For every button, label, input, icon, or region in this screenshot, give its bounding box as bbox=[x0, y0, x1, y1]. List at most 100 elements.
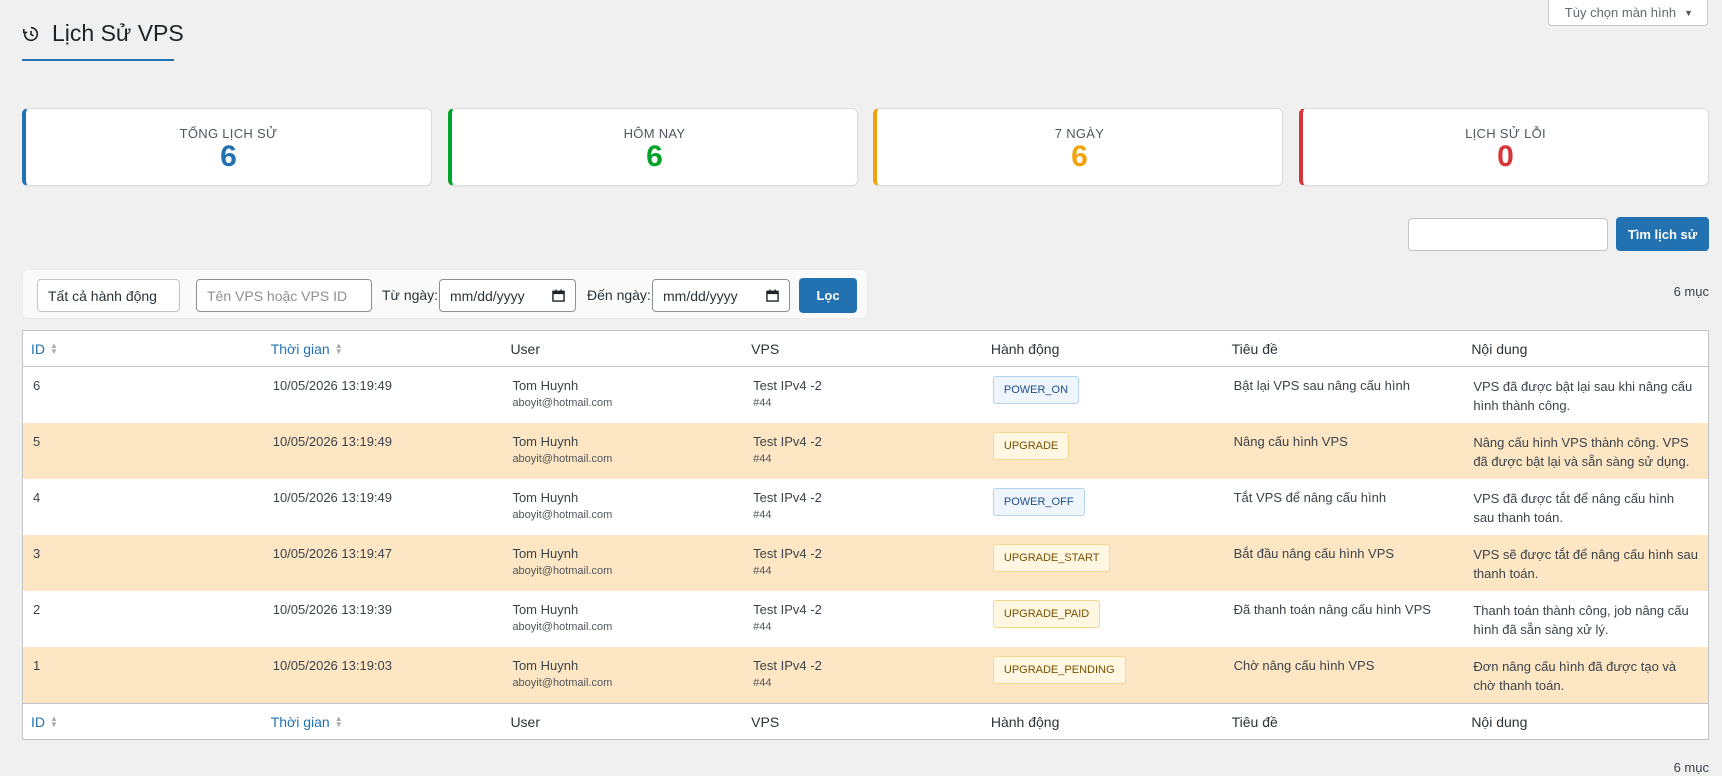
cell-action: UPGRADE_START bbox=[983, 535, 1224, 591]
vps-search-input[interactable]: Tên VPS hoặc VPS ID bbox=[196, 279, 372, 312]
stat-label: TỔNG LỊCH SỬ bbox=[179, 126, 278, 141]
cell-time: 10/05/2026 13:19:39 bbox=[272, 602, 392, 617]
stat-value: 6 bbox=[220, 140, 237, 173]
cell-time: 10/05/2026 13:19:47 bbox=[272, 546, 392, 561]
sort-icon: ▲ ▼ bbox=[334, 713, 343, 729]
user-email: aboyit@hotmail.com bbox=[512, 509, 613, 521]
user-name: Tom Huynh bbox=[512, 658, 579, 673]
cell-action: POWER_ON bbox=[983, 367, 1224, 423]
column-time[interactable]: Thời gian ▲ ▼ bbox=[263, 341, 503, 357]
column-id-label: ID bbox=[31, 340, 45, 357]
cell-time: 10/05/2026 13:19:49 bbox=[272, 490, 392, 505]
history-icon bbox=[22, 24, 40, 44]
cell-vps: Test IPv4 -2 #44 bbox=[743, 479, 983, 535]
cell-time: 10/05/2026 13:19:49 bbox=[272, 378, 392, 393]
action-badge: POWER_ON bbox=[992, 376, 1080, 404]
cell-id: 4 bbox=[33, 490, 41, 505]
user-name: Tom Huynh bbox=[512, 434, 579, 449]
search-history-button[interactable]: Tìm lịch sử bbox=[1616, 217, 1709, 251]
user-email: aboyit@hotmail.com bbox=[512, 453, 613, 465]
from-date-value: mm/dd/yyyy bbox=[450, 287, 525, 304]
stat-label: 7 NGÀY bbox=[1054, 126, 1105, 141]
cell-title: Tắt VPS để nâng cấu hình bbox=[1233, 490, 1387, 505]
table-header: ID ▲ ▼ Thời gian ▲ ▼ User VPS Hành động Tiêu… bbox=[23, 331, 1708, 367]
cell-user: Tom Huynh aboyit@hotmail.com bbox=[502, 591, 743, 647]
cell-user: Tom Huynh aboyit@hotmail.com bbox=[502, 423, 743, 479]
user-name: Tom Huynh bbox=[512, 602, 579, 617]
column-time[interactable]: Thời gian ▲ ▼ bbox=[263, 714, 503, 730]
user-email: aboyit@hotmail.com bbox=[512, 397, 613, 409]
history-table: ID ▲ ▼ Thời gian ▲ ▼ User VPS Hành động Tiêu… bbox=[22, 330, 1709, 740]
calendar-icon[interactable] bbox=[552, 289, 565, 302]
column-time-label: Thời gian bbox=[270, 713, 330, 730]
action-badge: UPGRADE_PENDING bbox=[992, 656, 1126, 684]
cell-vps: Test IPv4 -2 #44 bbox=[743, 367, 983, 423]
from-date-input[interactable]: mm/dd/yyyy bbox=[439, 279, 576, 312]
cell-content: VPS đã được bật lại sau khi nâng cấu hìn… bbox=[1473, 379, 1693, 413]
stat-value: 6 bbox=[646, 140, 663, 173]
cell-id: 6 bbox=[33, 378, 41, 393]
stat-card-7days: 7 NGÀY 6 bbox=[873, 108, 1283, 186]
action-badge: UPGRADE bbox=[992, 432, 1070, 460]
cell-title: Bắt đầu nâng cấu hình VPS bbox=[1233, 546, 1395, 561]
screen-options-label: Tùy chọn màn hình bbox=[1564, 5, 1677, 20]
vps-id: #44 bbox=[753, 677, 772, 689]
caret-down-icon: ▼ bbox=[1684, 7, 1693, 18]
action-badge: POWER_OFF bbox=[992, 488, 1085, 516]
cell-title: Bật lại VPS sau nâng cấu hình bbox=[1233, 378, 1410, 393]
cell-user: Tom Huynh aboyit@hotmail.com bbox=[502, 479, 743, 535]
cell-user: Tom Huynh aboyit@hotmail.com bbox=[502, 647, 743, 703]
stat-label: LỊCH SỬ LỖI bbox=[1465, 126, 1546, 141]
cell-vps: Test IPv4 -2 #44 bbox=[743, 423, 983, 479]
cell-id: 5 bbox=[33, 434, 41, 449]
column-vps: VPS bbox=[751, 713, 780, 730]
stat-value: 6 bbox=[1071, 140, 1088, 173]
table-row: 6 10/05/2026 13:19:49 Tom Huynh aboyit@ho… bbox=[23, 367, 1708, 423]
cell-vps: Test IPv4 -2 #44 bbox=[743, 535, 983, 591]
table-row: 3 10/05/2026 13:19:47 Tom Huynh aboyit@ho… bbox=[23, 535, 1708, 591]
cell-action: UPGRADE_PAID bbox=[983, 591, 1224, 647]
item-count-bottom: 6 mục bbox=[1673, 760, 1709, 775]
column-vps: VPS bbox=[751, 340, 780, 357]
vps-id: #44 bbox=[753, 621, 772, 633]
column-action: Hành động bbox=[990, 713, 1060, 730]
column-id[interactable]: ID ▲ ▼ bbox=[23, 341, 263, 357]
from-date-label: Từ ngày: bbox=[382, 287, 439, 303]
table-row: 4 10/05/2026 13:19:49 Tom Huynh aboyit@ho… bbox=[23, 479, 1708, 535]
user-name: Tom Huynh bbox=[512, 490, 579, 505]
cell-action: POWER_OFF bbox=[983, 479, 1224, 535]
column-id-label: ID bbox=[31, 713, 45, 730]
stat-card-total: TỔNG LỊCH SỬ 6 bbox=[22, 108, 432, 186]
table-row: 2 10/05/2026 13:19:39 Tom Huynh aboyit@ho… bbox=[23, 591, 1708, 647]
to-date-input[interactable]: mm/dd/yyyy bbox=[652, 279, 790, 312]
stat-value: 0 bbox=[1497, 140, 1514, 173]
cell-action: UPGRADE_PENDING bbox=[983, 647, 1224, 703]
screen-options-toggle[interactable]: Tùy chọn màn hình ▼ bbox=[1547, 0, 1708, 26]
column-id[interactable]: ID ▲ ▼ bbox=[23, 714, 263, 730]
table-row: 5 10/05/2026 13:19:49 Tom Huynh aboyit@ho… bbox=[23, 423, 1708, 479]
history-search-input[interactable] bbox=[1408, 218, 1608, 251]
item-count-top: 6 mục bbox=[1673, 284, 1709, 299]
action-badge: UPGRADE_PAID bbox=[992, 600, 1101, 628]
vps-name: Test IPv4 -2 bbox=[753, 602, 822, 617]
sort-icon: ▲ ▼ bbox=[50, 713, 58, 729]
stat-card-errors: LỊCH SỬ LỖI 0 bbox=[1299, 108, 1709, 186]
cell-time: 10/05/2026 13:19:49 bbox=[272, 434, 392, 449]
cell-content: Nâng cấu hình VPS thành công. VPS đã đượ… bbox=[1473, 435, 1690, 469]
filter-button[interactable]: Lọc bbox=[799, 278, 857, 313]
table-row: 1 10/05/2026 13:19:03 Tom Huynh aboyit@ho… bbox=[23, 647, 1708, 703]
user-name: Tom Huynh bbox=[512, 546, 579, 561]
cell-user: Tom Huynh aboyit@hotmail.com bbox=[502, 535, 743, 591]
action-filter-select[interactable]: Tất cả hành động bbox=[37, 279, 180, 312]
to-date-value: mm/dd/yyyy bbox=[663, 287, 738, 304]
cell-id: 2 bbox=[33, 602, 41, 617]
user-email: aboyit@hotmail.com bbox=[512, 621, 613, 633]
filter-bar: Tất cả hành động Tên VPS hoặc VPS ID Từ … bbox=[22, 269, 868, 319]
calendar-icon[interactable] bbox=[766, 289, 779, 302]
cell-title: Nâng cấu hình VPS bbox=[1233, 434, 1348, 449]
stats-row: TỔNG LỊCH SỬ 6 HÔM NAY 6 7 NGÀY 6 LỊCH S… bbox=[22, 108, 1709, 186]
to-date-label: Đến ngày: bbox=[587, 287, 651, 303]
column-content: Nội dung bbox=[1471, 713, 1528, 730]
vps-id: #44 bbox=[753, 509, 772, 521]
vps-id: #44 bbox=[753, 397, 772, 409]
